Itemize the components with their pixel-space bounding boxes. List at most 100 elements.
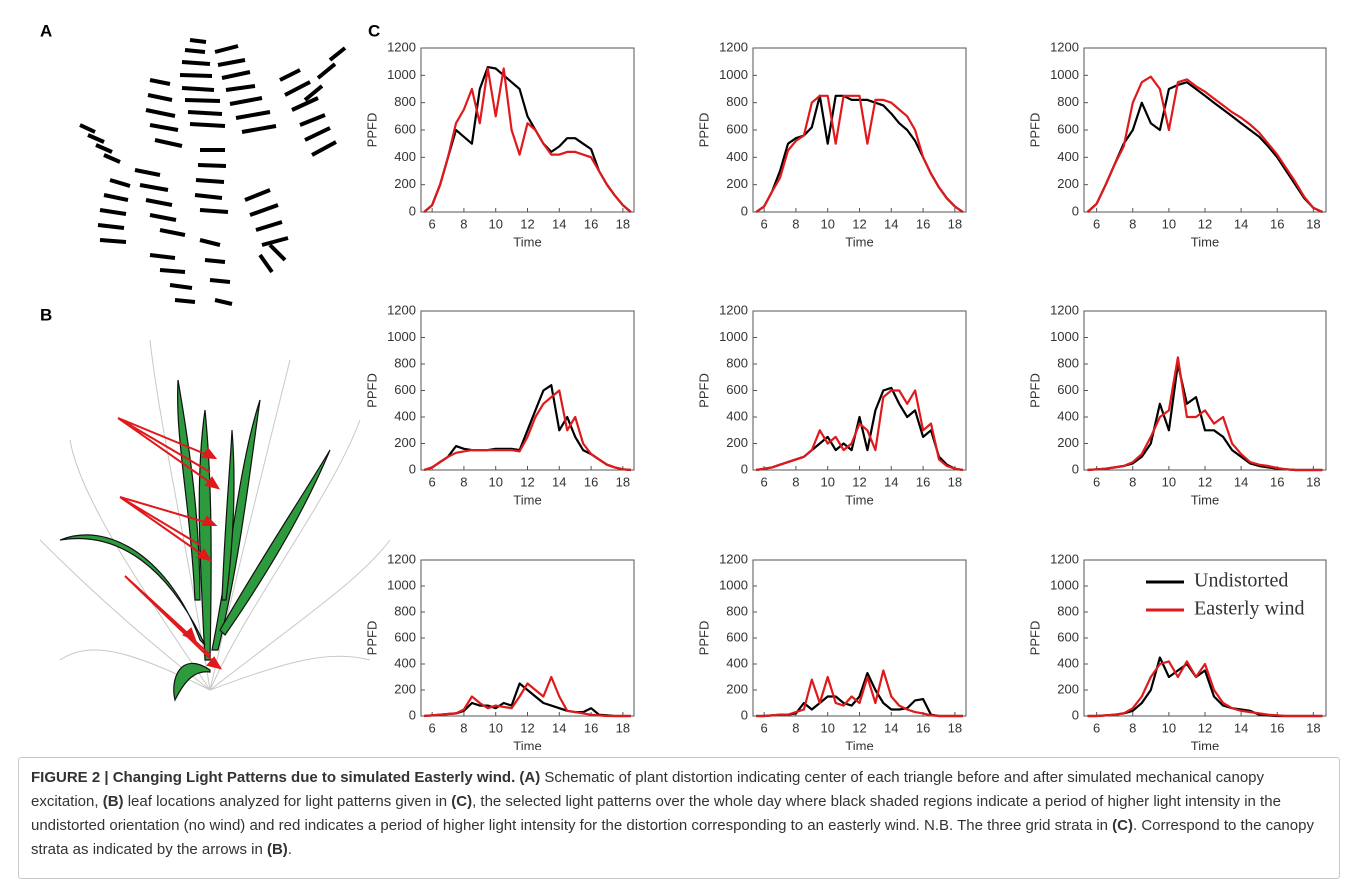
x-tick-label: 16 <box>1270 474 1284 489</box>
x-tick-label: 12 <box>1198 216 1212 231</box>
plot-frame <box>752 559 967 717</box>
y-axis-label: PPFD <box>696 113 711 148</box>
x-axis-label: Time <box>1191 492 1219 507</box>
x-tick-label: 16 <box>1270 216 1284 231</box>
x-tick-label: 18 <box>948 216 962 231</box>
y-tick-label: 200 <box>1057 176 1079 191</box>
x-tick-label: 18 <box>1306 720 1320 735</box>
x-tick-label: 8 <box>792 216 799 231</box>
series-line <box>423 389 631 472</box>
series-line <box>1087 362 1323 472</box>
x-tick-label: 8 <box>1129 720 1136 735</box>
plot-frame <box>420 47 635 213</box>
y-axis-label: PPFD <box>364 113 379 148</box>
x-tick-label: 12 <box>520 216 534 231</box>
series-line <box>1087 356 1323 472</box>
x-tick-label: 14 <box>552 720 566 735</box>
caption-text: (B) <box>102 793 124 810</box>
y-tick-label: 800 <box>394 355 416 370</box>
y-tick-label: 200 <box>394 681 416 696</box>
x-tick-label: 6 <box>1093 216 1100 231</box>
x-axis-label: Time <box>513 492 541 507</box>
x-tick-label: 18 <box>616 720 630 735</box>
x-tick-label: 10 <box>488 216 502 231</box>
x-tick-label: 14 <box>884 216 898 231</box>
canopy-render <box>39 339 391 702</box>
x-tick-label: 10 <box>820 216 834 231</box>
x-tick-label: 6 <box>1093 474 1100 489</box>
x-tick-label: 18 <box>948 474 962 489</box>
x-tick-label: 12 <box>520 720 534 735</box>
y-tick-label: 0 <box>1072 461 1079 476</box>
x-tick-label: 6 <box>1093 720 1100 735</box>
y-tick-label: 200 <box>1057 435 1079 450</box>
y-tick-label: 800 <box>394 603 416 618</box>
x-tick-label: 8 <box>460 216 467 231</box>
x-tick-label: 12 <box>1198 720 1212 735</box>
x-axis-label: Time <box>845 492 873 507</box>
y-tick-label: 800 <box>726 94 748 109</box>
y-tick-label: 600 <box>394 629 416 644</box>
x-tick-label: 14 <box>884 720 898 735</box>
y-tick-label: 400 <box>1057 149 1079 164</box>
y-tick-label: 800 <box>726 355 748 370</box>
x-tick-label: 10 <box>1162 474 1176 489</box>
y-tick-label: 0 <box>1072 203 1079 218</box>
series-line <box>423 66 632 213</box>
y-tick-label: 1200 <box>719 551 748 566</box>
y-axis-label: PPFD <box>364 621 379 656</box>
y-tick-label: 400 <box>394 655 416 670</box>
x-tick-label: 12 <box>520 474 534 489</box>
plot-frame <box>752 310 967 471</box>
x-tick-label: 10 <box>820 720 834 735</box>
y-tick-label: 1000 <box>387 329 416 344</box>
y-tick-label: 1200 <box>387 302 416 317</box>
y-tick-label: 200 <box>726 176 748 191</box>
y-tick-label: 1200 <box>1050 302 1079 317</box>
series-line <box>756 672 963 718</box>
y-tick-label: 200 <box>394 435 416 450</box>
y-tick-label: 0 <box>741 461 748 476</box>
caption-text: FIGURE 2 | Changing Light Patterns due t… <box>31 769 541 786</box>
x-tick-label: 10 <box>488 474 502 489</box>
y-axis-label: PPFD <box>1027 373 1042 408</box>
y-tick-label: 600 <box>726 629 748 644</box>
x-tick-label: 8 <box>792 720 799 735</box>
y-tick-label: 1200 <box>387 39 416 54</box>
x-axis-label: Time <box>1191 234 1219 249</box>
y-tick-label: 800 <box>1057 355 1079 370</box>
y-tick-label: 800 <box>726 603 748 618</box>
x-tick-label: 8 <box>460 474 467 489</box>
y-tick-label: 1200 <box>1050 551 1079 566</box>
series-line <box>424 682 631 718</box>
y-tick-label: 0 <box>1072 707 1079 722</box>
series-line <box>1086 81 1323 214</box>
y-tick-label: 1000 <box>387 67 416 82</box>
y-tick-label: 200 <box>1057 681 1079 696</box>
y-tick-label: 200 <box>726 681 748 696</box>
y-tick-label: 0 <box>741 203 748 218</box>
y-tick-label: 600 <box>394 121 416 136</box>
x-axis-label: Time <box>845 738 873 750</box>
y-axis-label: PPFD <box>1027 113 1042 148</box>
y-tick-label: 0 <box>409 461 416 476</box>
caption-text: leaf locations analyzed for light patter… <box>123 793 452 810</box>
x-tick-label: 10 <box>820 474 834 489</box>
x-tick-label: 14 <box>884 474 898 489</box>
y-axis-label: PPFD <box>696 373 711 408</box>
caption-text: Schematic of plant distortion indicating… <box>31 769 1264 810</box>
x-tick-label: 14 <box>1234 216 1248 231</box>
series-line <box>756 669 963 718</box>
x-tick-label: 6 <box>761 216 768 231</box>
y-tick-label: 1000 <box>719 67 748 82</box>
y-tick-label: 0 <box>409 707 416 722</box>
y-tick-label: 0 <box>741 707 748 722</box>
x-tick-label: 16 <box>584 474 598 489</box>
series-line <box>1087 660 1323 718</box>
y-tick-label: 600 <box>1057 382 1079 397</box>
x-tick-label: 16 <box>584 216 598 231</box>
y-tick-label: 600 <box>1057 629 1079 644</box>
caption-text: , the selected light patterns over the w… <box>31 793 1281 834</box>
x-tick-label: 10 <box>488 720 502 735</box>
y-tick-label: 400 <box>1057 408 1079 423</box>
